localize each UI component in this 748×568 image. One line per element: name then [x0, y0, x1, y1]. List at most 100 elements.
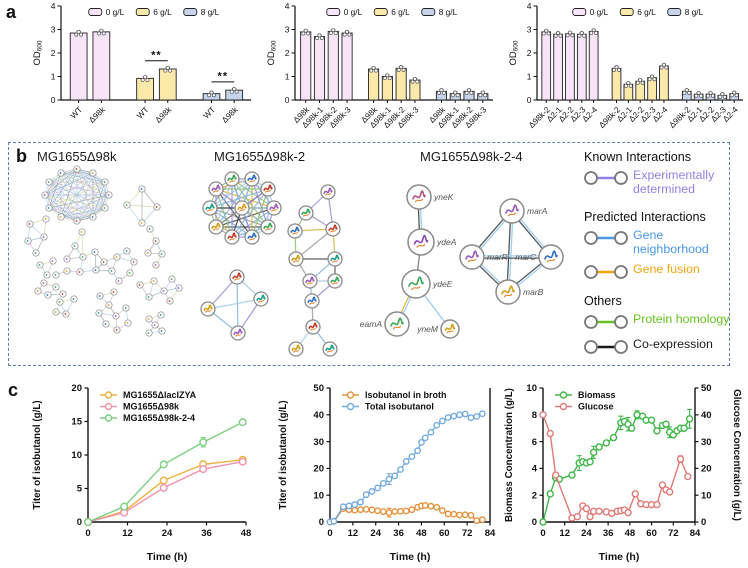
svg-text:yneM: yneM [416, 324, 439, 334]
edge-sample-icon [584, 171, 628, 185]
svg-text:marR: marR [487, 252, 508, 262]
svg-text:5: 5 [77, 484, 83, 495]
network-title-d98k-2: MG1655Δ98k-2 [214, 149, 306, 164]
svg-text:36: 36 [603, 528, 614, 539]
svg-text:1: 1 [51, 71, 56, 81]
svg-text:Time (h): Time (h) [147, 551, 188, 563]
svg-text:0 g/L: 0 g/L [344, 7, 363, 17]
svg-text:4: 4 [51, 1, 56, 11]
edge-sample-icon [584, 230, 628, 245]
svg-text:2: 2 [51, 48, 56, 58]
svg-text:48: 48 [416, 528, 427, 539]
svg-text:Time (h): Time (h) [599, 551, 640, 563]
svg-text:0: 0 [285, 95, 290, 105]
svg-text:84: 84 [485, 528, 496, 539]
svg-text:0: 0 [319, 517, 324, 528]
svg-text:30: 30 [701, 437, 712, 448]
svg-text:12: 12 [559, 528, 570, 539]
svg-text:72: 72 [462, 528, 473, 539]
svg-text:10: 10 [701, 490, 712, 501]
legend-item-experimentally-determined: Experimentally determined [584, 168, 740, 197]
svg-text:Titer of isobutanol (g/L): Titer of isobutanol (g/L) [278, 400, 289, 509]
svg-text:12: 12 [348, 528, 359, 539]
svg-text:8 g/L: 8 g/L [439, 7, 458, 17]
svg-text:3: 3 [51, 24, 56, 34]
svg-text:4: 4 [527, 1, 532, 11]
svg-text:0: 0 [701, 517, 706, 528]
legend-item-gene-neighborhood: Gene neighborhood [584, 228, 740, 257]
svg-text:48: 48 [625, 528, 636, 539]
legend-heading-known: Known Interactions [584, 150, 692, 164]
svg-text:6 g/L: 6 g/L [391, 7, 410, 17]
svg-text:2: 2 [527, 48, 532, 58]
svg-text:50: 50 [313, 383, 324, 394]
panel-b-border [8, 142, 730, 366]
svg-text:0 g/L: 0 g/L [590, 7, 609, 17]
edge-sample-icon [584, 265, 628, 279]
svg-text:Time (h): Time (h) [390, 551, 431, 563]
svg-text:yneK: yneK [433, 192, 454, 202]
network-title-d98k-2-4: MG1655Δ98k-2-4 [420, 149, 523, 164]
svg-text:Δ98k: Δ98k [154, 105, 174, 125]
legend-heading-others: Others [584, 294, 622, 309]
svg-text:0: 0 [527, 95, 532, 105]
edge-sample-icon [584, 340, 628, 354]
svg-text:3: 3 [527, 24, 532, 34]
legend-item-label: Experimentally determined [633, 168, 715, 197]
svg-text:WT: WT [202, 105, 217, 120]
svg-text:Isobutanol in broth: Isobutanol in broth [365, 390, 447, 400]
svg-text:Total isobutanol: Total isobutanol [365, 402, 434, 412]
svg-text:6 g/L: 6 g/L [637, 7, 656, 17]
svg-text:1: 1 [527, 71, 532, 81]
svg-text:Biomass Concentration (g/L): Biomass Concentration (g/L) [504, 388, 515, 522]
bar-chart-d2-isolates: 01234OD600Δ98k-2Δ2-1Δ2-2Δ2-3Δ2-4Δ98k-2Δ2… [508, 1, 743, 130]
line-chart-isobutanol-fedbatch: 0 12 24 36 48 60 72 84 0 10 20 30 40 50 Time (h) Titer … [278, 383, 496, 563]
svg-text:0: 0 [51, 95, 56, 105]
svg-text:60: 60 [646, 528, 657, 539]
legend-item-protein-homology: Protein homology [584, 312, 740, 331]
legend-item-co-expression: Co-expression [584, 337, 740, 356]
svg-text:84: 84 [690, 528, 701, 539]
svg-text:0: 0 [77, 517, 82, 528]
svg-text:3: 3 [285, 24, 290, 34]
svg-text:36: 36 [393, 528, 404, 539]
svg-text:Biomass: Biomass [578, 390, 616, 400]
string-network-d98k [24, 165, 183, 337]
svg-text:4: 4 [532, 464, 538, 475]
svg-text:ydeA: ydeA [436, 237, 457, 247]
string-network-d98k-2-4: yneK ydeA ydeE eamA yneM marA marR marC marB [360, 184, 564, 339]
svg-text:MG1655ΔlacIZYA: MG1655ΔlacIZYA [123, 390, 197, 400]
svg-text:Δ98k: Δ98k [220, 105, 240, 125]
svg-text:10: 10 [313, 490, 324, 501]
svg-text:0: 0 [327, 528, 332, 539]
svg-text:WT: WT [69, 105, 84, 120]
svg-text:6 g/L: 6 g/L [153, 7, 172, 17]
legend-item-label: Protein homology [633, 312, 730, 327]
svg-text:0 g/L: 0 g/L [106, 7, 125, 17]
svg-text:72: 72 [668, 528, 679, 539]
svg-text:**: ** [218, 70, 229, 82]
svg-text:4: 4 [285, 1, 290, 11]
svg-text:ydeE: ydeE [432, 279, 453, 289]
svg-text:**: ** [151, 49, 162, 61]
string-network-d98k-2 [200, 171, 343, 357]
svg-text:20: 20 [71, 383, 82, 394]
svg-text:marB: marB [523, 287, 544, 297]
line-chart-isobutanol-titer-strains: 0 12 24 36 48 0 5 10 15 20 Time (h) Titer of isobut… [32, 383, 251, 563]
svg-text:8 g/L: 8 g/L [201, 7, 220, 17]
svg-text:36: 36 [201, 528, 212, 539]
legend-item-label: Gene fusion [633, 262, 700, 277]
svg-text:12: 12 [122, 528, 133, 539]
svg-text:24: 24 [581, 528, 592, 539]
svg-text:10: 10 [71, 450, 82, 461]
svg-text:MG1655Δ98k: MG1655Δ98k [123, 402, 180, 412]
svg-text:marC: marC [515, 252, 537, 262]
svg-text:8 g/L: 8 g/L [685, 7, 704, 17]
svg-text:WT: WT [135, 105, 150, 120]
panel-c-letter: c [8, 380, 19, 400]
panel-b-letter: b [16, 146, 27, 166]
svg-text:10: 10 [526, 383, 537, 394]
svg-text:MG1655Δ98k-2-4: MG1655Δ98k-2-4 [123, 413, 195, 423]
